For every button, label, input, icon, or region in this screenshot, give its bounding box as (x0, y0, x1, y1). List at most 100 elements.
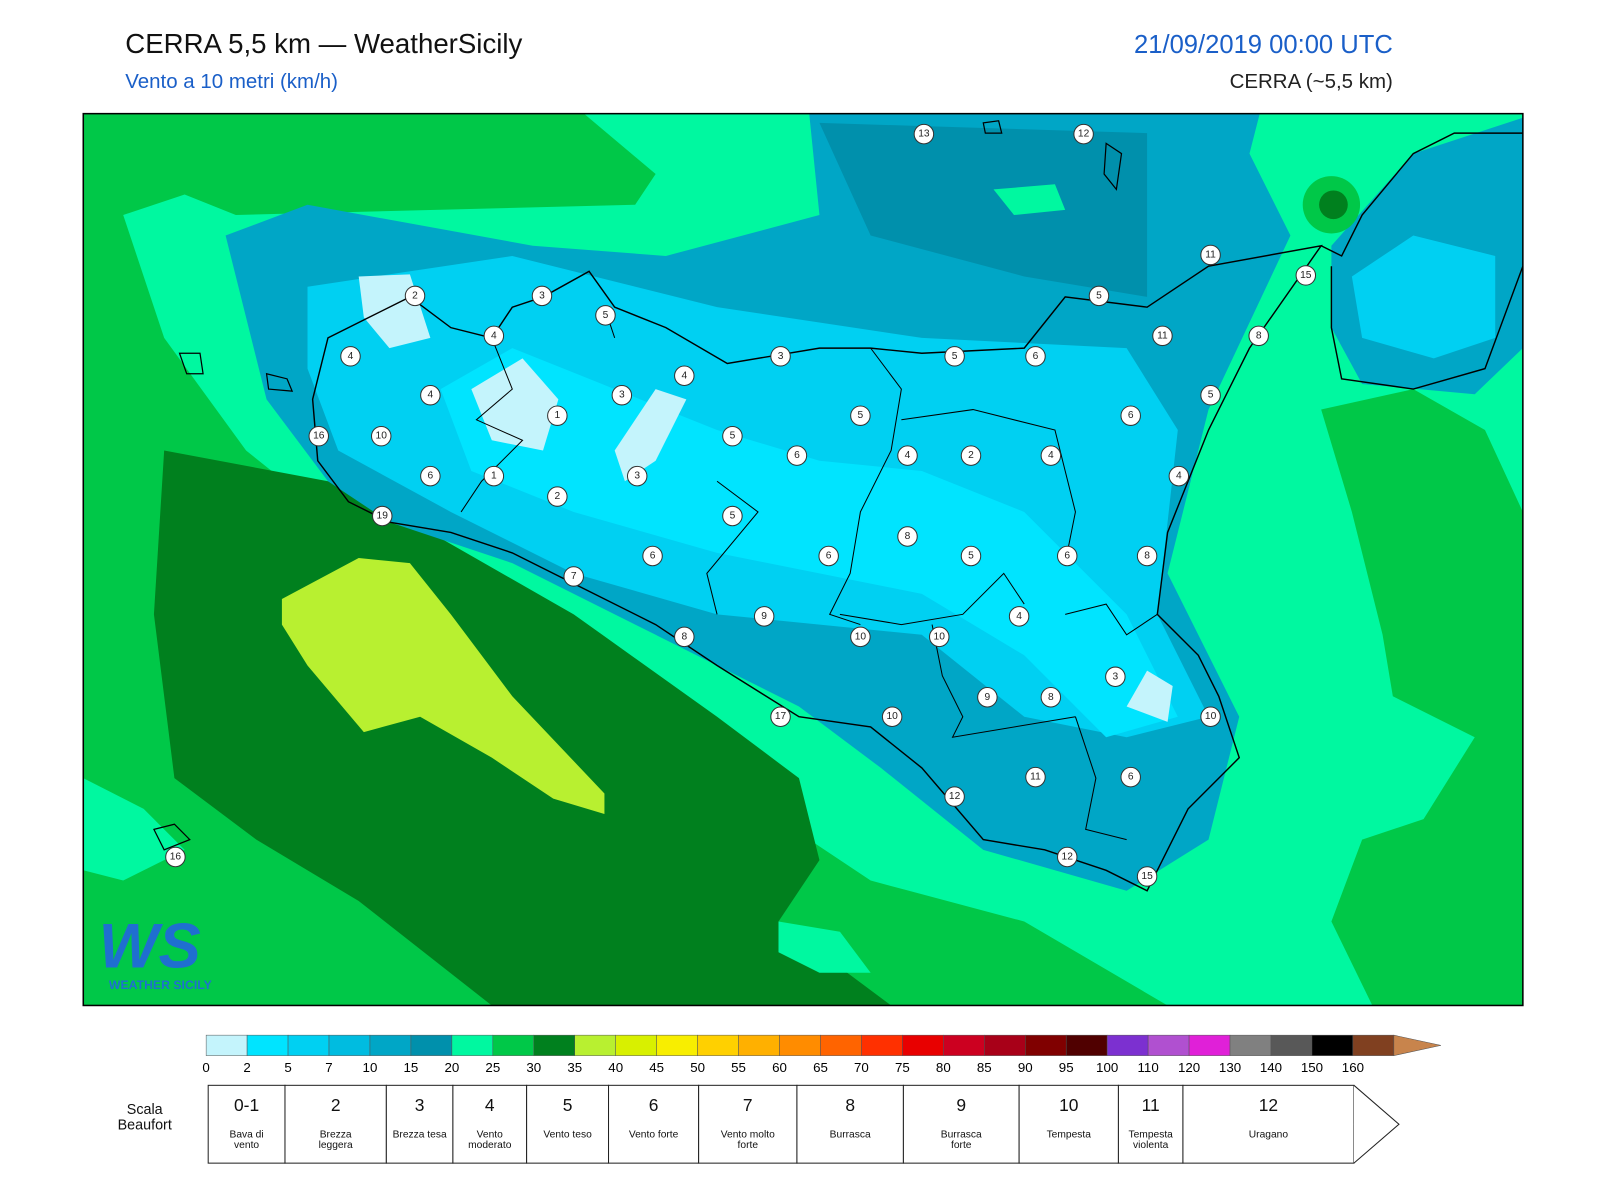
station-marker (1136, 866, 1158, 887)
station-marker (1295, 265, 1317, 286)
colorbar-swatch (697, 1034, 739, 1056)
beaufort-description: Tempesta violenta (1128, 1129, 1173, 1151)
station-value: 8 (1144, 550, 1150, 561)
station-marker (722, 505, 743, 527)
station-marker (1088, 285, 1110, 307)
colorbar-tick-label: 120 (1178, 1060, 1200, 1075)
station-value: 6 (650, 550, 656, 561)
beaufort-description: Uragano (1248, 1129, 1289, 1141)
station-marker (165, 846, 186, 868)
station-value: 3 (1113, 671, 1119, 682)
colorbar-tick-label: 90 (1018, 1060, 1033, 1075)
wind-field (1351, 235, 1496, 359)
station-marker (1200, 706, 1221, 727)
station-marker (404, 285, 426, 307)
station-value: 1 (491, 471, 497, 482)
beaufort-cell-text: 3 Brezza tesa (386, 1096, 453, 1164)
colorbar-swatch (779, 1034, 821, 1056)
station-value: 9 (761, 611, 767, 622)
wind-field (819, 122, 1148, 297)
datetime: 21/09/2019 00:00 UTC (1134, 31, 1393, 59)
colorbar-tick-label: 150 (1301, 1060, 1323, 1075)
beaufort-force: 7 (742, 1095, 753, 1116)
colorbar-swatch (1352, 1034, 1395, 1056)
station-marker (897, 526, 918, 547)
station-marker (626, 465, 648, 487)
colorbar-swatch (246, 1034, 289, 1056)
beaufort-cell-content: 12 Uragano (1248, 1096, 1289, 1141)
station-value: 4 (1016, 611, 1022, 622)
beaufort-cell-content: 6 Vento forte (628, 1096, 679, 1141)
logo-mark: WS (99, 912, 201, 982)
colorbar-swatch (615, 1034, 657, 1056)
station-marker (818, 545, 839, 567)
colorbar-tick-label: 2 (243, 1060, 250, 1075)
beaufort-description: Vento forte (628, 1129, 679, 1141)
beaufort-cell-text: 0-1 Bava di vento (208, 1096, 285, 1164)
colorbar-swatch (1106, 1034, 1149, 1056)
beaufort-force: 3 (414, 1095, 425, 1116)
beaufort-cell-content: 7 Vento molto forte (720, 1095, 775, 1151)
station-value: 10 (1205, 711, 1217, 722)
beaufort-cell (698, 1084, 798, 1164)
beaufort-arrow (1353, 1084, 1400, 1164)
colorbar-tick-label: 95 (1059, 1060, 1074, 1075)
station-value: 19 (377, 511, 389, 522)
model: CERRA (~5,5 km) (1230, 70, 1393, 93)
station-marker (929, 626, 950, 648)
station-marker (611, 384, 633, 406)
colorbar-tick-label: 30 (526, 1060, 541, 1075)
beaufort-cell-content: 11 Tempesta violenta (1128, 1096, 1173, 1151)
colorbar-tick-label: 45 (649, 1060, 664, 1075)
station-marker (1040, 445, 1062, 466)
beaufort-cell (608, 1084, 700, 1164)
beaufort-cell-content: 9 Burrasca forte (941, 1096, 982, 1151)
colorbar-swatch (1188, 1034, 1231, 1056)
beaufort-cell-text: 10 Tempesta (1019, 1096, 1118, 1164)
beaufort-force: 8 (845, 1095, 856, 1116)
colorbar-swatch (902, 1034, 944, 1056)
station-value: 7 (571, 571, 577, 582)
station-marker (420, 465, 441, 487)
station-value: 4 (905, 450, 911, 461)
station-value: 8 (1256, 330, 1262, 341)
station-value: 5 (730, 431, 736, 442)
colorbar-tick-label: 160 (1342, 1060, 1364, 1075)
station-value: 10 (376, 431, 388, 442)
colorbar-swatch (1025, 1034, 1067, 1056)
colorbar-tick-label: 80 (936, 1060, 951, 1075)
station-marker (595, 305, 616, 326)
beaufort-description: Vento moderato (468, 1129, 512, 1151)
colorbar-swatch (1311, 1034, 1354, 1056)
station-marker (913, 123, 935, 145)
station-value: 2 (554, 491, 560, 502)
station-value: 17 (775, 711, 787, 722)
colorbar-tick-label: 85 (977, 1060, 992, 1075)
station-value: 12 (1078, 129, 1090, 140)
colorbar-tick-label: 140 (1260, 1060, 1282, 1075)
station-value: 4 (428, 390, 434, 401)
station-marker (897, 445, 918, 466)
station-marker (642, 545, 663, 567)
colorbar-swatch (1065, 1034, 1108, 1056)
station-marker (340, 346, 361, 367)
colorbar-tick-label: 60 (772, 1060, 787, 1075)
colorbar-tick-label: 50 (690, 1060, 705, 1075)
station-value: 1 (554, 410, 560, 421)
beaufort-cell-content: 2 Brezza leggera (319, 1096, 353, 1151)
station-marker (370, 425, 392, 447)
logo: WS WEATHER SICILY (99, 912, 212, 993)
colorbar-swatch (205, 1034, 248, 1056)
station-value: 15 (1141, 871, 1153, 882)
beaufort-description: Vento molto forte (720, 1129, 775, 1151)
station-marker (1168, 465, 1190, 487)
beaufort-cell (284, 1084, 387, 1164)
station-marker (850, 405, 871, 426)
beaufort-cell-content: 10 Tempesta (1019, 1096, 1118, 1164)
beaufort-cell (1117, 1084, 1184, 1164)
station-marker (944, 346, 965, 367)
coastline (1320, 132, 1523, 390)
station-marker (1248, 325, 1269, 347)
colorbar: 0 2 5 7 10 15 20 25 30 35 40 45 50 55 60 65 70 75 80 85 90 95… (202, 1034, 1442, 1075)
